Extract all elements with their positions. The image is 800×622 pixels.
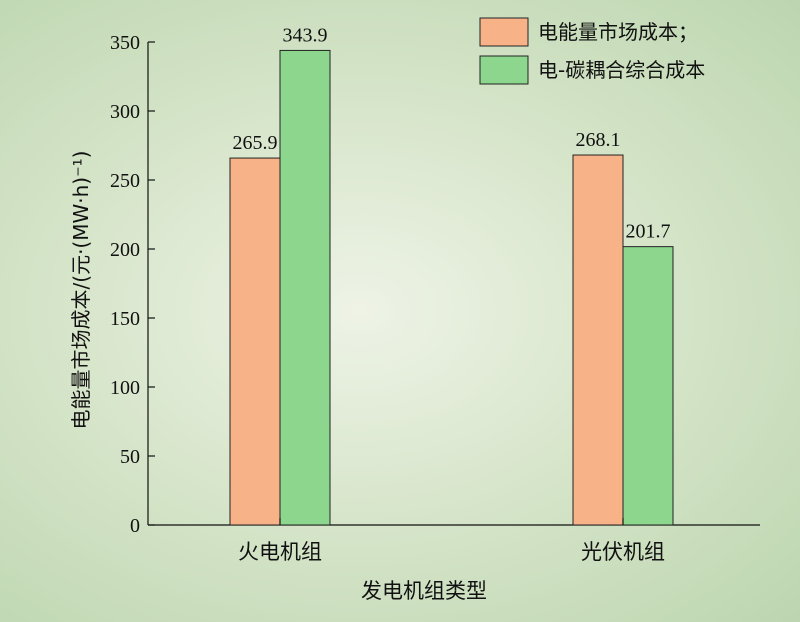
data-label: 265.9 bbox=[233, 132, 278, 154]
y-tick-label: 200 bbox=[110, 239, 140, 261]
bars bbox=[229, 49, 674, 526]
plot-area: 0 50 100 150 200 250 300 350 265.9 343.9 268.1 201… bbox=[110, 24, 760, 564]
bar bbox=[572, 154, 624, 526]
y-tick-label: 100 bbox=[110, 377, 140, 399]
bar bbox=[229, 157, 281, 526]
legend: 电能量市场成本； 电-碳耦合综合成本 bbox=[479, 17, 705, 85]
data-label: 268.1 bbox=[576, 129, 621, 151]
bar bbox=[622, 246, 674, 526]
y-axis-ticks: 0 50 100 150 200 250 300 350 bbox=[110, 32, 155, 537]
y-tick-label: 50 bbox=[120, 446, 140, 468]
x-axis-title: 发电机组类型 bbox=[361, 579, 487, 603]
x-tick-label: 光伏机组 bbox=[581, 540, 665, 564]
y-tick-label: 350 bbox=[110, 32, 140, 54]
legend-swatch bbox=[479, 55, 529, 85]
data-label: 201.7 bbox=[626, 221, 671, 243]
y-tick-label: 250 bbox=[110, 170, 140, 192]
y-tick-label: 0 bbox=[130, 515, 140, 537]
legend-label: 电能量市场成本； bbox=[538, 20, 698, 44]
x-axis-ticks: 火电机组 光伏机组 bbox=[238, 518, 665, 564]
legend-label: 电-碳耦合综合成本 bbox=[538, 58, 705, 82]
data-labels: 265.9 343.9 268.1 201.7 bbox=[233, 24, 671, 242]
legend-swatch bbox=[479, 17, 529, 47]
y-axis-title: 电能量市场成本/(元·(MW·h)⁻¹) bbox=[69, 151, 93, 430]
x-tick-label: 火电机组 bbox=[238, 540, 322, 564]
y-tick-label: 300 bbox=[110, 101, 140, 123]
data-label: 343.9 bbox=[283, 24, 328, 46]
y-tick-label: 150 bbox=[110, 308, 140, 330]
bar bbox=[279, 49, 331, 526]
